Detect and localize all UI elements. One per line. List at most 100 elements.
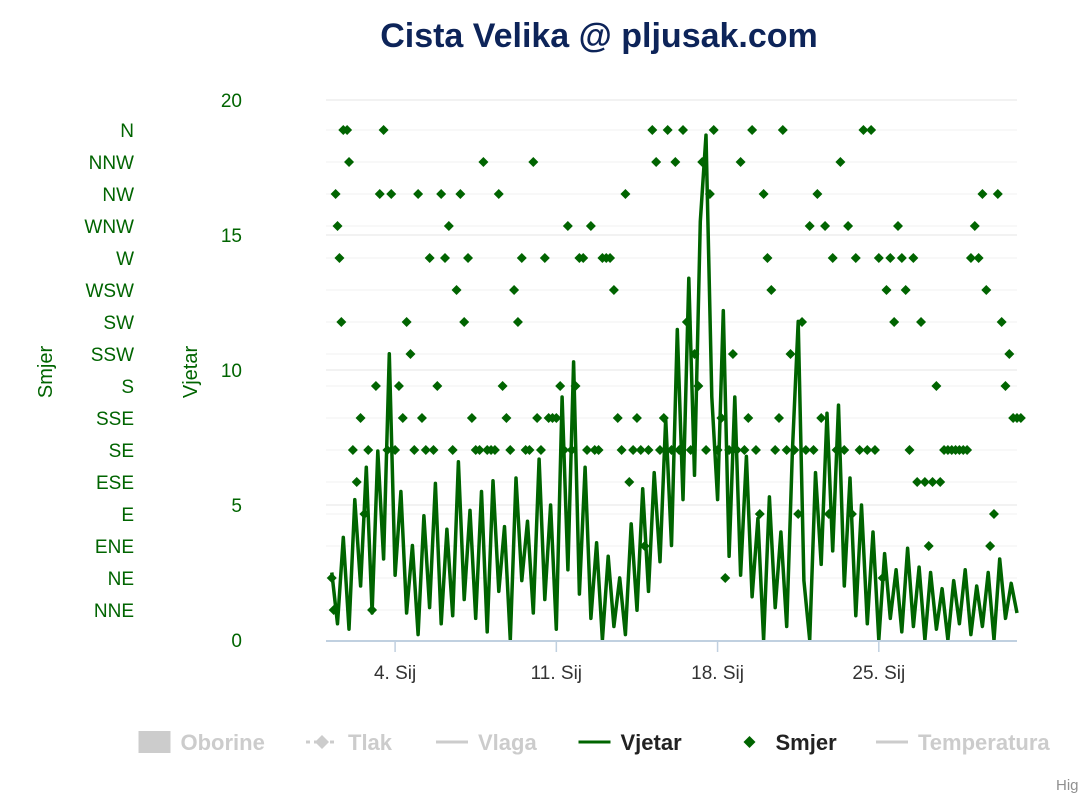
direction-point — [628, 445, 639, 455]
direction-point — [846, 509, 857, 519]
direction-point — [334, 253, 345, 263]
direction-point — [720, 573, 731, 583]
y-tick-label-direction: SE — [109, 441, 134, 462]
direction-point — [566, 445, 577, 455]
direction-point — [662, 125, 673, 135]
legend-item-vjetar: Vjetar — [578, 730, 682, 755]
direction-point — [973, 253, 984, 263]
direction-point — [981, 285, 992, 295]
direction-point — [570, 381, 581, 391]
direction-point — [643, 445, 654, 455]
direction-point — [578, 253, 589, 263]
direction-point — [424, 253, 435, 263]
direction-point — [881, 285, 892, 295]
legend-item-tlak: Tlak — [306, 730, 393, 755]
direction-point — [455, 189, 466, 199]
direction-point — [624, 477, 635, 487]
direction-point — [631, 413, 642, 423]
direction-point — [344, 157, 355, 167]
chart-credit: Hig — [1056, 777, 1078, 794]
direction-point — [582, 445, 593, 455]
direction-point — [858, 125, 869, 135]
direction-point — [762, 253, 773, 263]
direction-point — [985, 541, 996, 551]
direction-point — [436, 189, 447, 199]
direction-point — [701, 445, 712, 455]
direction-point — [497, 381, 508, 391]
direction-point — [743, 413, 754, 423]
direction-point — [351, 477, 362, 487]
direction-point — [1015, 413, 1026, 423]
direction-point — [539, 253, 550, 263]
direction-point — [447, 445, 458, 455]
direction-point — [378, 125, 389, 135]
direction-point — [562, 221, 573, 231]
direction-point — [831, 445, 842, 455]
direction-point — [336, 317, 347, 327]
y-tick-label-direction: ENE — [95, 537, 134, 558]
direction-point — [877, 573, 888, 583]
direction-point — [559, 445, 570, 455]
direction-point — [996, 317, 1007, 327]
y-tick-label-direction: W — [116, 249, 134, 270]
y-tick-label-direction: NNW — [89, 153, 134, 174]
direction-point — [869, 445, 880, 455]
direction-point — [654, 445, 665, 455]
plot-series — [326, 125, 1026, 642]
direction-point — [328, 605, 339, 615]
direction-point — [509, 285, 520, 295]
direction-point — [516, 253, 527, 263]
legend-symbol-diamond — [315, 735, 329, 749]
direction-point — [850, 253, 861, 263]
direction-point — [754, 509, 765, 519]
legend-symbol-box — [138, 731, 171, 753]
direction-point — [739, 445, 750, 455]
legend-label: Temperatura — [918, 730, 1050, 755]
direction-point — [658, 413, 669, 423]
direction-point — [409, 445, 420, 455]
direction-point — [474, 445, 485, 455]
direction-point — [428, 445, 439, 455]
direction-point — [466, 413, 477, 423]
direction-point — [393, 381, 404, 391]
y-tick-label-direction: NW — [102, 185, 134, 206]
direction-point — [689, 349, 700, 359]
direction-point — [827, 253, 838, 263]
y-tick-label-direction: WSW — [85, 281, 134, 302]
x-tick-label: 18. Sij — [691, 663, 744, 684]
legend-label: Tlak — [348, 730, 393, 755]
direction-point — [635, 445, 646, 455]
direction-point — [693, 381, 704, 391]
direction-point — [505, 445, 516, 455]
direction-point — [992, 189, 1003, 199]
direction-point — [524, 445, 535, 455]
direction-point — [889, 317, 900, 327]
direction-point — [551, 413, 562, 423]
direction-point — [413, 189, 424, 199]
direction-point — [612, 413, 623, 423]
direction-point — [620, 189, 631, 199]
y-tick-label-direction: NE — [108, 569, 134, 590]
x-tick-label: 25. Sij — [852, 663, 905, 684]
direction-point — [708, 125, 719, 135]
direction-point — [405, 349, 416, 359]
direction-point — [363, 445, 374, 455]
direction-point — [416, 413, 427, 423]
direction-point — [727, 349, 738, 359]
direction-point — [432, 381, 443, 391]
direction-point — [823, 509, 834, 519]
legend-label: Vlaga — [478, 730, 537, 755]
direction-point — [386, 189, 397, 199]
direction-point — [1000, 381, 1011, 391]
direction-point — [773, 413, 784, 423]
direction-point — [916, 317, 927, 327]
direction-point — [685, 445, 696, 455]
direction-point — [651, 157, 662, 167]
direction-point — [758, 189, 769, 199]
direction-point — [374, 189, 385, 199]
direction-point — [843, 221, 854, 231]
direction-point — [735, 157, 746, 167]
direction-point — [535, 445, 546, 455]
direction-point — [493, 189, 504, 199]
